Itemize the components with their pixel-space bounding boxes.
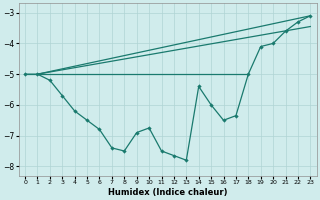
X-axis label: Humidex (Indice chaleur): Humidex (Indice chaleur) <box>108 188 228 197</box>
